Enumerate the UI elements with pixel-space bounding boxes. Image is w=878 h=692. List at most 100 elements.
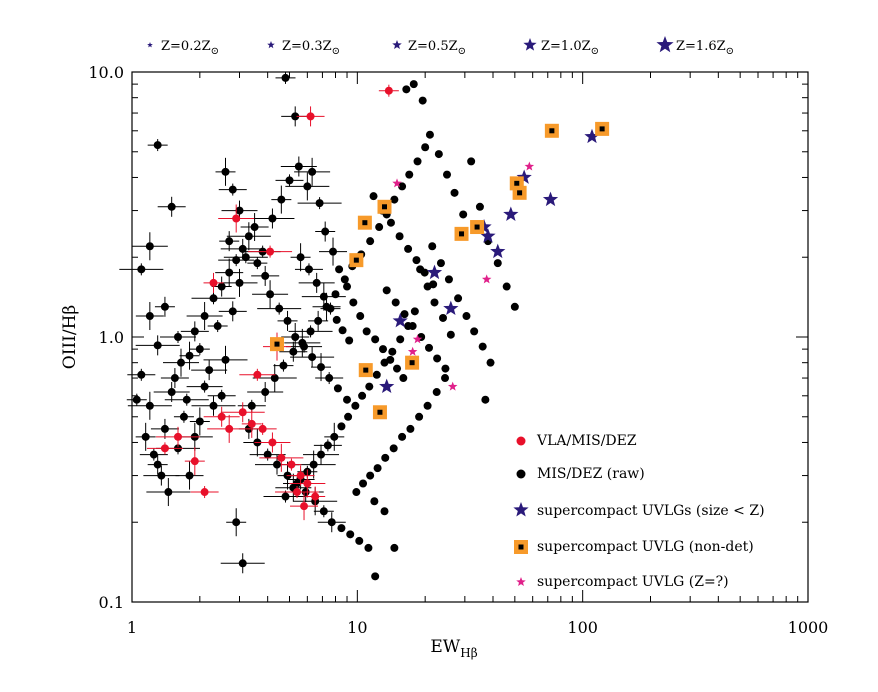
raw-point bbox=[308, 167, 317, 176]
raw-point bbox=[502, 282, 511, 291]
vla-point bbox=[277, 453, 286, 462]
raw-point bbox=[195, 345, 204, 354]
uvlg-star-point bbox=[490, 243, 506, 259]
raw-point bbox=[372, 370, 381, 379]
uvlg-unknown-point bbox=[481, 274, 492, 284]
raw-point bbox=[261, 271, 270, 280]
raw-point bbox=[153, 341, 162, 350]
y-tick-label: 1.0 bbox=[99, 328, 124, 347]
raw-point bbox=[179, 412, 188, 421]
y-axis-title: OIII/Hβ bbox=[60, 305, 80, 369]
x-tick-label: 100 bbox=[567, 618, 598, 637]
raw-point bbox=[420, 268, 429, 277]
nondet-square-core bbox=[514, 180, 520, 186]
raw-point bbox=[399, 374, 408, 383]
raw-point bbox=[481, 395, 490, 404]
legend-marker-core bbox=[518, 544, 524, 550]
raw-point bbox=[279, 361, 288, 370]
raw-point bbox=[315, 199, 324, 208]
raw-point bbox=[430, 298, 439, 307]
raw-point bbox=[308, 353, 317, 362]
nondet-square-core bbox=[474, 224, 480, 230]
raw-point bbox=[450, 188, 459, 197]
raw-point bbox=[263, 450, 272, 459]
raw-point bbox=[309, 460, 318, 469]
x-tick-label: 1000 bbox=[788, 618, 829, 637]
raw-point bbox=[217, 391, 226, 400]
axis-tick-labels: 1 10 100 1000 0.1 1.0 10.0 bbox=[88, 63, 828, 637]
raw-point bbox=[244, 232, 253, 241]
nondet-square-core bbox=[274, 341, 280, 347]
raw-point bbox=[369, 192, 378, 201]
raw-point bbox=[343, 282, 352, 291]
raw-point bbox=[371, 335, 380, 344]
raw-point bbox=[425, 130, 434, 139]
legend: VLA/MIS/DEZ MIS/DEZ (raw) supercompact UVL… bbox=[513, 433, 765, 590]
vla-point bbox=[287, 460, 296, 469]
nondet-square-core bbox=[409, 360, 415, 366]
raw-point bbox=[306, 327, 315, 336]
raw-point bbox=[289, 347, 298, 356]
top-legend-label: Z=1.0Z⊙ bbox=[541, 39, 599, 57]
raw-point bbox=[390, 543, 399, 552]
raw-point bbox=[173, 333, 182, 341]
raw-point bbox=[195, 417, 204, 426]
legend-label: VLA/MIS/DEZ bbox=[536, 433, 637, 449]
raw-point bbox=[261, 388, 270, 397]
axis-ticks bbox=[131, 72, 808, 603]
raw-point bbox=[333, 384, 342, 393]
raw-point bbox=[380, 507, 389, 516]
nondet-square-core bbox=[549, 128, 555, 134]
raw-point bbox=[432, 388, 441, 397]
raw-point bbox=[317, 450, 326, 459]
raw-point bbox=[238, 559, 247, 568]
uvlg-star-point bbox=[392, 312, 408, 328]
raw-point bbox=[386, 218, 395, 227]
raw-point bbox=[330, 432, 339, 441]
raw-point bbox=[319, 507, 328, 516]
raw-point bbox=[190, 327, 199, 336]
raw-point bbox=[418, 96, 427, 105]
raw-point bbox=[439, 313, 448, 322]
raw-point bbox=[379, 345, 388, 354]
uvlg-star-point bbox=[584, 128, 600, 144]
uvlg-star-point bbox=[516, 169, 532, 184]
vla-point bbox=[247, 419, 256, 428]
raw-point bbox=[405, 170, 414, 179]
raw-point bbox=[314, 316, 323, 325]
raw-point bbox=[390, 195, 399, 204]
raw-point bbox=[232, 518, 241, 527]
raw-point bbox=[329, 247, 338, 256]
raw-point bbox=[253, 259, 262, 268]
vla-point bbox=[200, 488, 209, 497]
uvlg-star-point bbox=[503, 206, 519, 221]
raw-point bbox=[277, 195, 286, 204]
raw-point bbox=[425, 343, 434, 352]
raw-point bbox=[344, 412, 353, 421]
raw-point bbox=[486, 358, 495, 367]
raw-point bbox=[429, 280, 438, 289]
uvlg-unknown-point bbox=[412, 334, 423, 344]
vla-point bbox=[296, 471, 305, 480]
raw-point bbox=[291, 333, 300, 341]
raw-point bbox=[446, 330, 455, 339]
raw-point bbox=[388, 347, 397, 356]
vla-point bbox=[300, 502, 309, 511]
raw-point bbox=[393, 364, 402, 373]
top-legend-label: Z=0.2Z⊙ bbox=[161, 39, 219, 57]
raw-point bbox=[444, 275, 453, 284]
raw-point bbox=[406, 424, 415, 433]
raw-point bbox=[352, 488, 361, 497]
nondet-square-core bbox=[517, 190, 523, 196]
x-tick-label: 10 bbox=[347, 618, 367, 637]
raw-point bbox=[412, 256, 421, 265]
nondet-square-core bbox=[353, 257, 359, 263]
raw-point bbox=[296, 253, 305, 262]
vla-point bbox=[160, 444, 169, 453]
raw-point bbox=[153, 460, 162, 469]
raw-point bbox=[356, 312, 365, 321]
raw-point bbox=[137, 265, 146, 274]
raw-point bbox=[338, 326, 347, 335]
raw-point bbox=[266, 290, 275, 299]
